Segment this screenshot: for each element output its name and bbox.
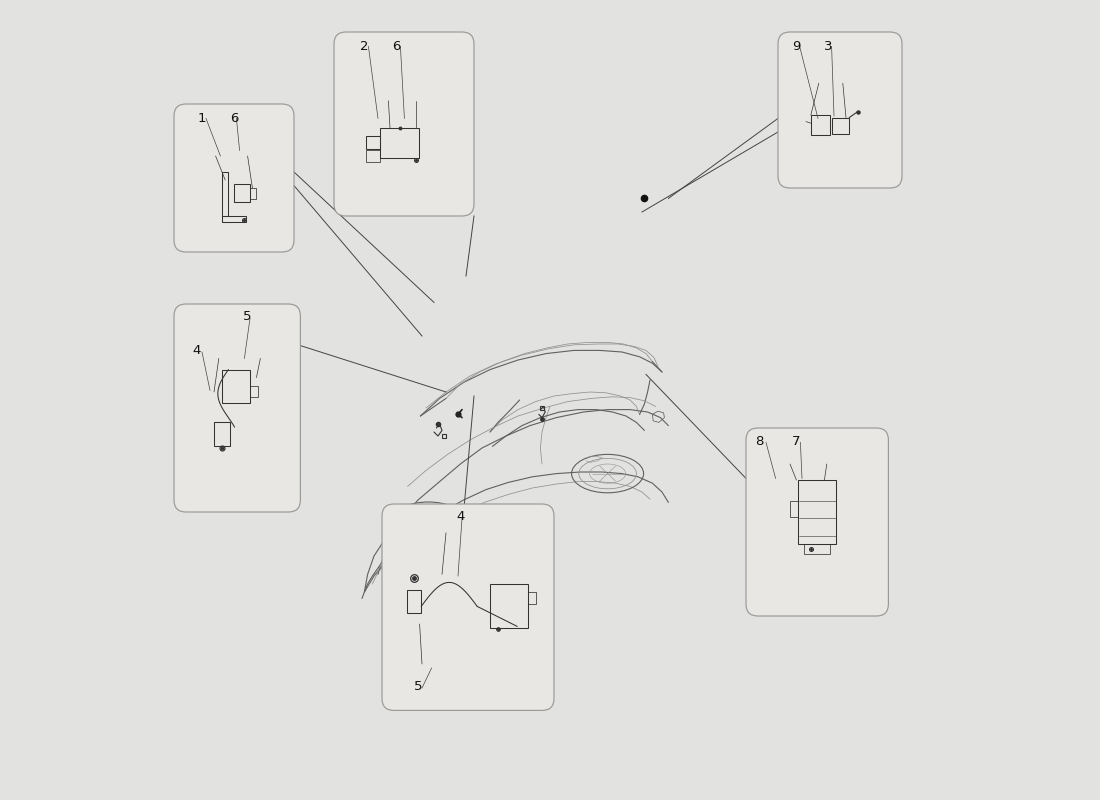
Text: 5: 5: [414, 680, 422, 693]
FancyBboxPatch shape: [382, 504, 554, 710]
Bar: [234, 184, 250, 202]
Text: 9: 9: [792, 40, 801, 53]
FancyBboxPatch shape: [334, 32, 474, 216]
Bar: [222, 370, 250, 403]
Text: 4: 4: [456, 510, 464, 522]
FancyBboxPatch shape: [174, 304, 300, 512]
FancyBboxPatch shape: [746, 428, 889, 616]
Bar: [798, 480, 836, 544]
Text: 6: 6: [230, 112, 239, 125]
Bar: [381, 128, 419, 158]
Text: 2: 2: [360, 40, 368, 53]
Text: 7: 7: [792, 435, 801, 448]
Text: 4: 4: [192, 344, 200, 357]
Bar: [811, 115, 830, 135]
Bar: [790, 501, 798, 517]
Bar: [490, 584, 528, 628]
Text: 5: 5: [243, 310, 252, 322]
FancyBboxPatch shape: [174, 104, 294, 252]
Bar: [250, 386, 258, 397]
FancyBboxPatch shape: [778, 32, 902, 188]
Bar: [528, 592, 537, 604]
Bar: [214, 422, 230, 446]
Text: 3: 3: [824, 40, 833, 53]
Bar: [222, 216, 246, 222]
Bar: [222, 172, 229, 216]
Bar: [366, 150, 381, 162]
Bar: [250, 188, 256, 199]
Text: 8: 8: [756, 435, 763, 448]
Text: 1: 1: [198, 112, 207, 125]
Text: 6: 6: [393, 40, 400, 53]
Bar: [832, 118, 849, 134]
Bar: [366, 136, 381, 149]
Bar: [407, 590, 421, 613]
Bar: [804, 544, 830, 554]
